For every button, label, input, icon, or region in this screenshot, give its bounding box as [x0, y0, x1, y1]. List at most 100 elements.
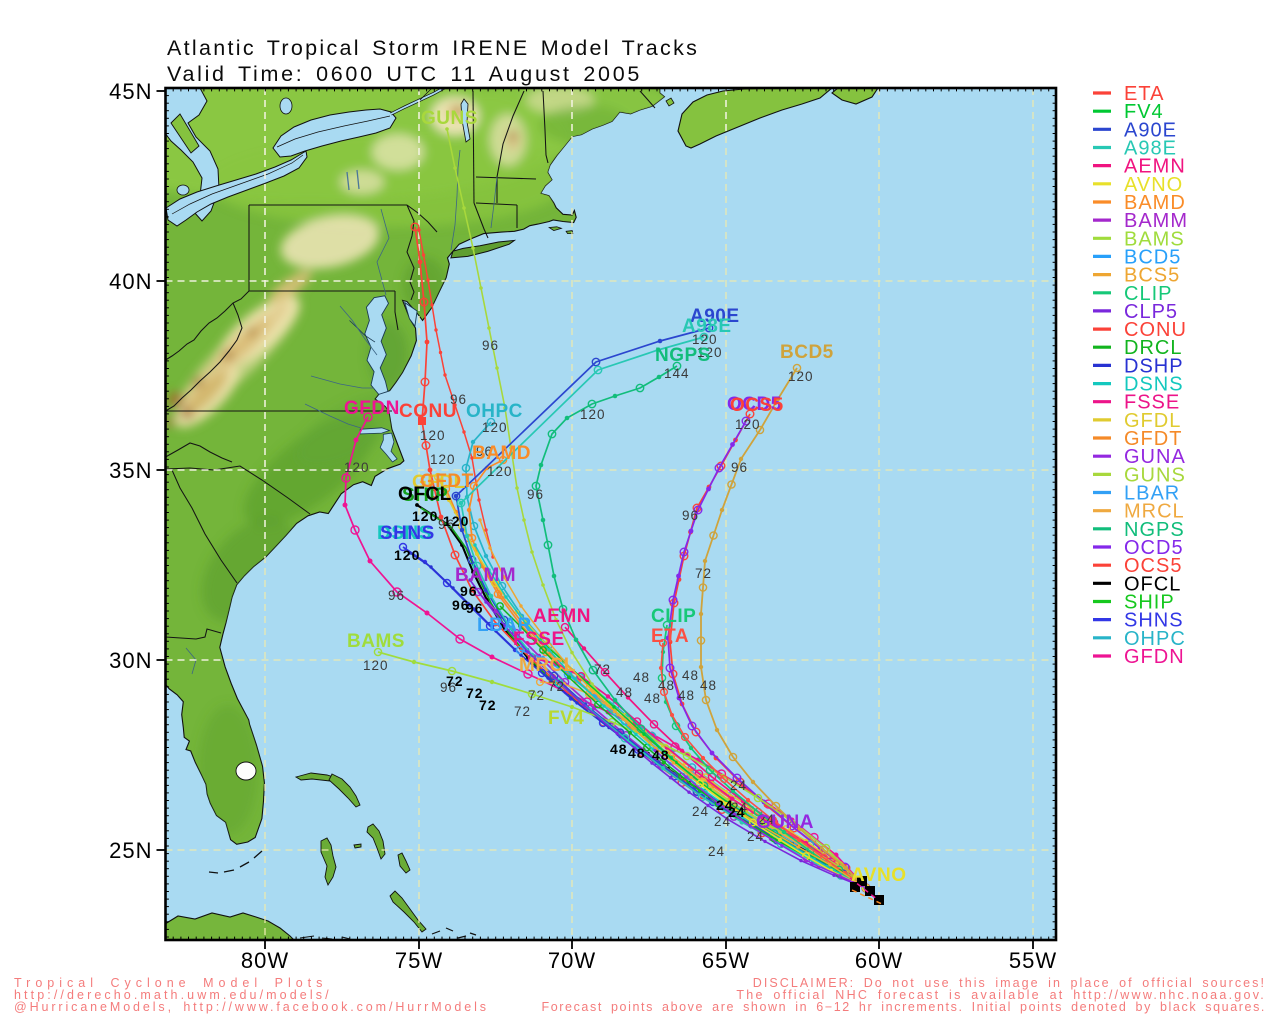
svg-text:BAMM: BAMM: [455, 565, 516, 586]
svg-text:OCS5: OCS5: [730, 395, 784, 416]
svg-text:OCD5: OCD5: [1124, 537, 1184, 559]
svg-text:GFDN: GFDN: [344, 398, 400, 419]
svg-text:40N: 40N: [109, 269, 152, 294]
svg-text:OCS5: OCS5: [1124, 555, 1182, 577]
svg-text:OCD5: OCD5: [727, 394, 782, 415]
svg-text:FSSE: FSSE: [1124, 392, 1180, 414]
svg-text:96: 96: [731, 460, 748, 475]
svg-text:FV4: FV4: [1124, 101, 1164, 123]
svg-text:AEMN: AEMN: [533, 606, 591, 627]
svg-text:48: 48: [652, 747, 670, 763]
svg-text:AVNO: AVNO: [851, 865, 906, 886]
svg-text:120: 120: [735, 417, 761, 432]
svg-text:24: 24: [747, 829, 764, 844]
svg-text:GFDL: GFDL: [412, 472, 466, 493]
svg-text:A90E: A90E: [1124, 119, 1177, 141]
svg-text:35N: 35N: [109, 458, 152, 483]
svg-text:GUNS: GUNS: [1124, 464, 1186, 486]
svg-text:AEMN: AEMN: [1124, 156, 1186, 178]
svg-text:24: 24: [692, 804, 709, 819]
svg-text:MRCL: MRCL: [1124, 501, 1185, 523]
svg-text:CONU: CONU: [399, 401, 457, 422]
svg-text:72: 72: [514, 704, 531, 719]
svg-text:65W: 65W: [702, 948, 750, 973]
svg-text:BAMS: BAMS: [347, 631, 405, 652]
svg-text:120: 120: [394, 547, 420, 563]
svg-text:70W: 70W: [548, 948, 596, 973]
svg-text:120: 120: [697, 345, 723, 360]
svg-text:72: 72: [548, 679, 565, 694]
svg-text:A90E: A90E: [690, 306, 740, 327]
svg-text:FSSE: FSSE: [513, 629, 565, 650]
svg-text:96: 96: [452, 597, 470, 613]
svg-text:BCS5: BCS5: [1124, 265, 1180, 287]
svg-text:LBAR: LBAR: [1124, 483, 1180, 505]
svg-text:96: 96: [438, 517, 455, 532]
svg-text:120: 120: [788, 369, 814, 384]
svg-text:ETA: ETA: [651, 626, 689, 647]
svg-text:OHPC: OHPC: [1124, 628, 1186, 650]
svg-text:@HurricaneModels, http://www.f: @HurricaneModels, http://www.facebook.co…: [14, 1000, 489, 1014]
svg-text:Forecast points above are show: Forecast points above are shown in 6−12 …: [541, 1000, 1266, 1014]
svg-text:BAMM: BAMM: [1124, 210, 1188, 232]
svg-text:48: 48: [682, 668, 699, 683]
svg-text:48: 48: [633, 670, 650, 685]
svg-text:96: 96: [527, 487, 544, 502]
svg-text:96: 96: [476, 444, 493, 459]
svg-text:24: 24: [716, 797, 734, 813]
svg-text:120: 120: [580, 407, 606, 422]
svg-text:BCD5: BCD5: [1124, 246, 1181, 268]
svg-text:Tropical Cyclone Model Plots: Tropical Cyclone Model Plots: [14, 976, 327, 990]
svg-text:25N: 25N: [109, 838, 152, 863]
svg-text:DRCL: DRCL: [1124, 337, 1182, 359]
svg-text:120: 120: [363, 658, 389, 673]
svg-text:24: 24: [730, 778, 747, 793]
svg-text:SHNS: SHNS: [380, 523, 435, 544]
svg-text:SHNS: SHNS: [1124, 610, 1184, 632]
svg-text:DSNS: DSNS: [1124, 374, 1184, 396]
svg-text:24: 24: [708, 844, 725, 859]
svg-text:55W: 55W: [1009, 948, 1057, 973]
svg-text:120: 120: [344, 460, 370, 475]
svg-text:GFDN: GFDN: [1124, 646, 1185, 668]
svg-text:120: 120: [692, 332, 718, 347]
svg-text:48: 48: [610, 741, 628, 757]
svg-text:DISCLAIMER: Do not use this im: DISCLAIMER: Do not use this image in pla…: [753, 976, 1266, 990]
svg-text:OHPC: OHPC: [466, 401, 523, 422]
svg-text:60W: 60W: [855, 948, 903, 973]
svg-text:24: 24: [714, 814, 731, 829]
svg-text:The official NHC forecast is a: The official NHC forecast is available a…: [736, 988, 1266, 1002]
svg-text:BAMS: BAMS: [1124, 228, 1185, 250]
svg-text:72: 72: [479, 697, 497, 713]
svg-text:30N: 30N: [109, 648, 152, 673]
svg-text:CONU: CONU: [1124, 319, 1187, 341]
svg-text:48: 48: [658, 678, 675, 693]
svg-text:72: 72: [528, 688, 545, 703]
svg-text:96: 96: [482, 338, 499, 353]
svg-text:48: 48: [628, 745, 646, 761]
svg-text:GUNA: GUNA: [1124, 446, 1186, 468]
svg-text:120: 120: [482, 420, 508, 435]
svg-text:BAMD: BAMD: [1124, 192, 1186, 214]
svg-text:http://derecho.math.uwm.edu/mo: http://derecho.math.uwm.edu/models/: [14, 988, 332, 1002]
svg-text:Valid Time: 0600 UTC 11 August: Valid Time: 0600 UTC 11 August 2005: [167, 62, 642, 86]
svg-text:96: 96: [682, 508, 699, 523]
svg-text:72: 72: [446, 673, 464, 689]
svg-text:AVNO: AVNO: [1124, 174, 1183, 196]
svg-text:CLIP: CLIP: [1124, 283, 1172, 305]
svg-text:CLP5: CLP5: [1124, 301, 1178, 323]
svg-text:120: 120: [443, 513, 469, 529]
svg-text:24: 24: [731, 800, 748, 815]
svg-text:24: 24: [728, 804, 746, 820]
svg-text:96: 96: [460, 583, 478, 599]
svg-text:48: 48: [644, 691, 661, 706]
svg-text:120: 120: [487, 464, 513, 479]
svg-text:DSNS: DSNS: [377, 523, 432, 544]
svg-text:LBAR: LBAR: [477, 615, 532, 636]
svg-text:72: 72: [594, 662, 611, 677]
svg-text:72: 72: [695, 566, 712, 581]
svg-text:48: 48: [700, 678, 717, 693]
svg-text:48: 48: [616, 685, 633, 700]
svg-text:48: 48: [678, 688, 695, 703]
svg-text:SHIP: SHIP: [1124, 592, 1175, 614]
